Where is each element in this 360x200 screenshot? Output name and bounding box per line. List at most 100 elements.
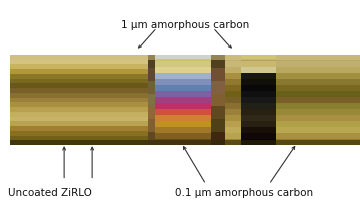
Bar xyxy=(10,83,148,88)
Bar xyxy=(276,115,360,121)
Bar xyxy=(10,107,148,112)
Bar xyxy=(155,109,211,115)
Text: Uncoated ZiRLO: Uncoated ZiRLO xyxy=(8,188,92,198)
Bar xyxy=(155,67,211,73)
Bar xyxy=(10,55,360,60)
Bar xyxy=(10,121,148,126)
Bar xyxy=(225,73,241,79)
Bar xyxy=(148,119,155,132)
Bar xyxy=(276,127,360,133)
Bar xyxy=(155,85,211,91)
Bar xyxy=(276,85,360,91)
Bar xyxy=(225,85,241,91)
Bar xyxy=(276,139,360,145)
Bar xyxy=(10,102,148,107)
Bar xyxy=(241,103,276,109)
Bar xyxy=(10,55,148,60)
Bar xyxy=(225,121,241,127)
Bar xyxy=(225,139,241,145)
Bar xyxy=(211,81,225,94)
Bar xyxy=(225,67,241,73)
Bar xyxy=(276,103,360,109)
Bar xyxy=(211,68,225,81)
Bar xyxy=(10,117,148,121)
Bar xyxy=(225,97,241,103)
Bar xyxy=(276,97,360,103)
Bar xyxy=(225,55,241,61)
Bar xyxy=(211,132,225,145)
Bar xyxy=(276,109,360,115)
Bar xyxy=(148,106,155,119)
Bar xyxy=(155,91,211,97)
Bar xyxy=(155,79,211,85)
Bar xyxy=(225,109,241,115)
Bar xyxy=(148,132,155,145)
Bar xyxy=(10,98,148,102)
Bar xyxy=(148,55,155,68)
Text: 0.1 μm amorphous carbon: 0.1 μm amorphous carbon xyxy=(175,188,314,198)
Bar xyxy=(10,131,148,136)
Bar xyxy=(241,121,276,127)
Bar xyxy=(155,55,211,59)
Bar xyxy=(225,115,241,121)
Bar xyxy=(148,68,155,81)
Bar xyxy=(155,139,211,145)
Bar xyxy=(241,127,276,133)
Bar xyxy=(10,60,148,64)
Bar xyxy=(155,121,211,127)
Bar xyxy=(155,103,211,109)
Bar xyxy=(155,73,211,79)
Text: 1 μm amorphous carbon: 1 μm amorphous carbon xyxy=(121,20,249,30)
Bar xyxy=(276,61,360,67)
Bar xyxy=(10,93,148,98)
Bar xyxy=(241,73,276,79)
Bar xyxy=(10,140,148,145)
Bar xyxy=(225,127,241,133)
Bar xyxy=(276,133,360,139)
Bar xyxy=(241,61,276,67)
Bar xyxy=(225,91,241,97)
Bar xyxy=(211,94,225,106)
Bar xyxy=(276,121,360,127)
Bar xyxy=(241,139,276,145)
Bar xyxy=(225,103,241,109)
Bar xyxy=(155,133,211,139)
Bar xyxy=(211,55,225,68)
Bar xyxy=(241,133,276,139)
Bar xyxy=(10,136,148,140)
Bar xyxy=(276,55,360,61)
Bar xyxy=(10,88,148,93)
Bar xyxy=(225,61,241,67)
Bar xyxy=(241,55,276,59)
Bar xyxy=(241,97,276,103)
Bar xyxy=(148,81,155,94)
Bar xyxy=(155,55,211,61)
Bar xyxy=(241,79,276,85)
Bar xyxy=(276,73,360,79)
Bar xyxy=(276,91,360,97)
Bar xyxy=(155,97,211,103)
Bar xyxy=(10,64,148,69)
Bar xyxy=(148,94,155,106)
Bar xyxy=(10,112,148,117)
Bar xyxy=(241,91,276,97)
Bar xyxy=(10,69,148,74)
Bar xyxy=(10,79,148,83)
Bar xyxy=(10,126,148,131)
Bar xyxy=(241,67,276,73)
Bar xyxy=(211,119,225,132)
Bar xyxy=(241,115,276,121)
Bar xyxy=(241,55,276,61)
Bar xyxy=(211,106,225,119)
Bar xyxy=(241,85,276,91)
Bar xyxy=(276,79,360,85)
Bar xyxy=(10,140,360,145)
Bar xyxy=(276,67,360,73)
Bar xyxy=(155,115,211,121)
Bar xyxy=(225,79,241,85)
Bar xyxy=(155,61,211,67)
Bar xyxy=(155,127,211,133)
Bar xyxy=(10,74,148,79)
Bar xyxy=(225,133,241,139)
Bar xyxy=(241,109,276,115)
